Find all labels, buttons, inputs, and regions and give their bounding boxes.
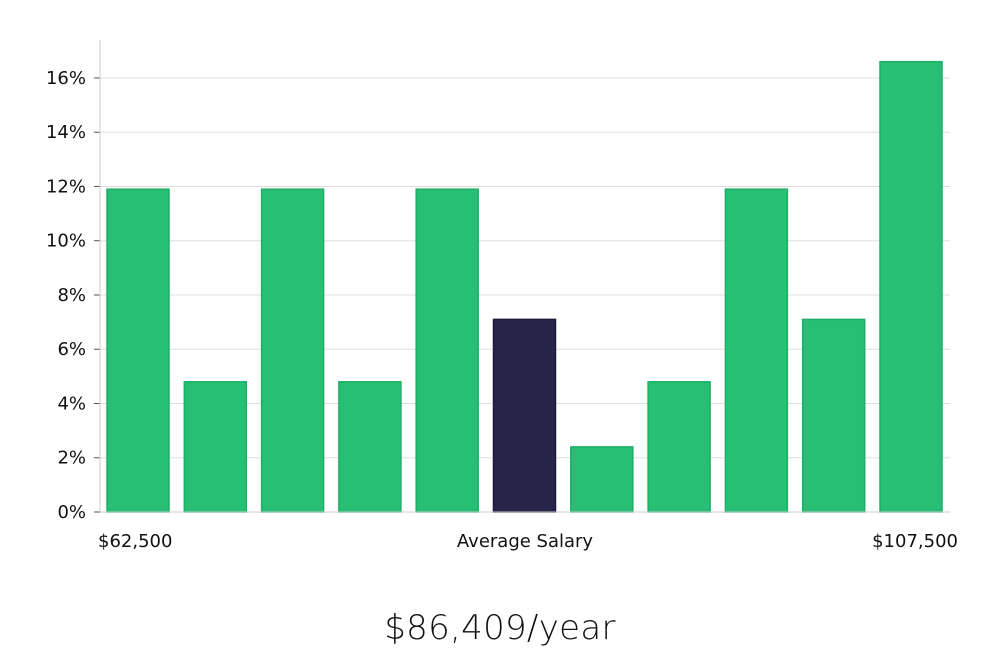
bar xyxy=(415,188,479,513)
y-tick-label: 2% xyxy=(57,448,86,469)
bar-highlighted xyxy=(492,318,557,513)
bar xyxy=(801,318,866,513)
y-tick-label: 10% xyxy=(46,231,86,252)
y-axis-ticks: 0% 2% 4% 6% 8% 10% 12% 14% 16% xyxy=(46,68,100,523)
y-tick-label: 4% xyxy=(57,393,86,414)
bar xyxy=(106,188,170,513)
x-axis-label: Average Salary xyxy=(457,531,594,552)
bar xyxy=(183,381,248,513)
x-min-label: $62,500 xyxy=(98,531,172,552)
y-tick-label: 6% xyxy=(57,339,86,360)
y-tick-label: 16% xyxy=(46,68,86,89)
salary-histogram: 0% 2% 4% 6% 8% 10% 12% 14% 16% $62,500 Average S… xyxy=(46,40,958,552)
x-max-label: $107,500 xyxy=(872,531,958,552)
bar xyxy=(879,60,943,513)
bar xyxy=(724,188,789,513)
y-tick-label: 14% xyxy=(46,122,86,143)
bar xyxy=(570,446,634,513)
y-tick-label: 8% xyxy=(57,285,86,306)
average-salary-value: $86,409/year xyxy=(384,608,616,648)
bar xyxy=(647,381,711,513)
bars xyxy=(106,60,943,513)
bar xyxy=(260,188,325,513)
y-tick-label: 0% xyxy=(57,502,86,523)
y-tick-label: 12% xyxy=(46,176,86,197)
bar xyxy=(338,381,402,513)
